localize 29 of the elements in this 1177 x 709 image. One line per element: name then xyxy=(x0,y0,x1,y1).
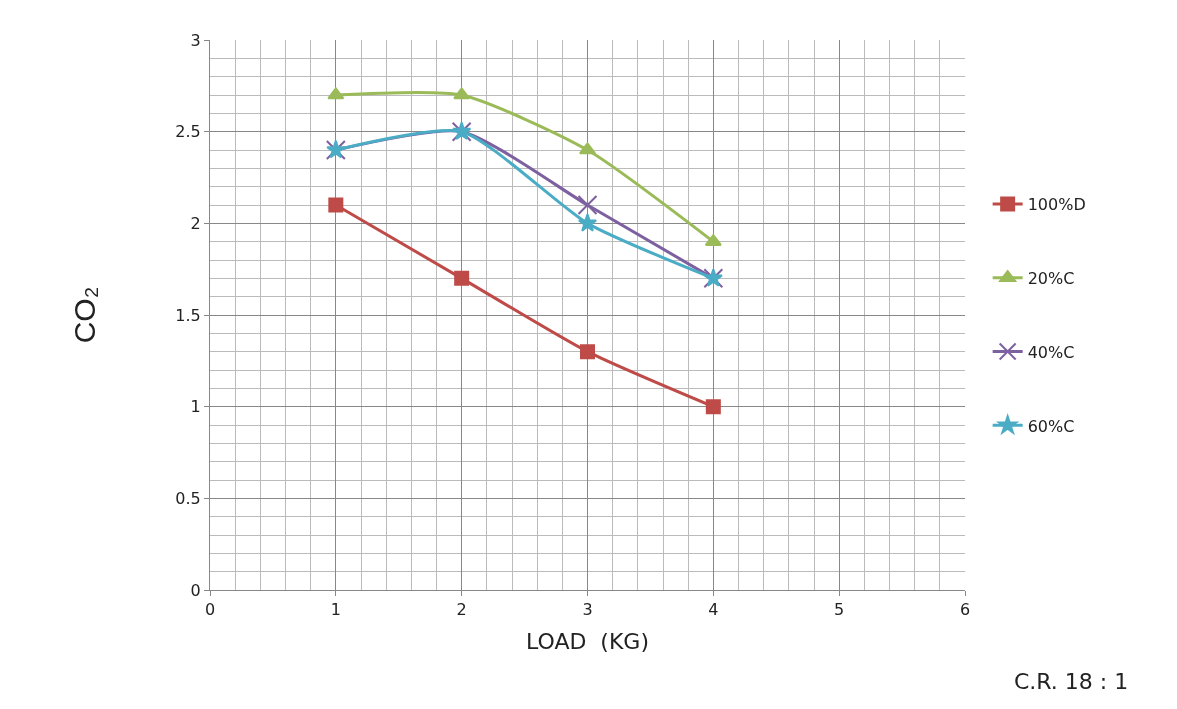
y-axis-title: CO₂ xyxy=(68,286,102,344)
point xyxy=(580,344,595,360)
point xyxy=(577,195,598,215)
text: C.R. 18 : 1 xyxy=(1014,669,1129,694)
point xyxy=(577,213,598,232)
y-tick-label: 3 xyxy=(190,30,201,50)
x-tick-label: 5 xyxy=(834,600,845,620)
x-tick-label: 3 xyxy=(582,600,593,620)
x-tick-label: 4 xyxy=(708,600,719,620)
x-tick-label: 0 xyxy=(204,600,216,620)
legend-label: 100%D xyxy=(1027,195,1086,215)
x-tick-label: 6 xyxy=(959,600,971,620)
legend-label: 60%C xyxy=(1027,416,1075,436)
point xyxy=(453,87,471,100)
x-axis-title: LOAD (KG) xyxy=(525,629,650,655)
point xyxy=(328,197,344,213)
x-tick-label: 1 xyxy=(330,600,341,620)
x-tick-label: 2 xyxy=(456,600,467,620)
y-tick-label: 2.5 xyxy=(175,122,201,142)
legend-label: 40%C xyxy=(1027,342,1075,362)
legend-label: 20%C xyxy=(1027,268,1075,288)
point xyxy=(454,270,470,286)
point xyxy=(705,399,721,415)
point xyxy=(327,87,345,100)
y-tick-label: 0 xyxy=(190,580,201,600)
y-tick-label: 0.5 xyxy=(175,488,201,508)
y-tick-label: 1.5 xyxy=(175,305,201,325)
y-tick-label: 1 xyxy=(190,397,201,417)
y-tick-label: 2 xyxy=(190,213,201,233)
